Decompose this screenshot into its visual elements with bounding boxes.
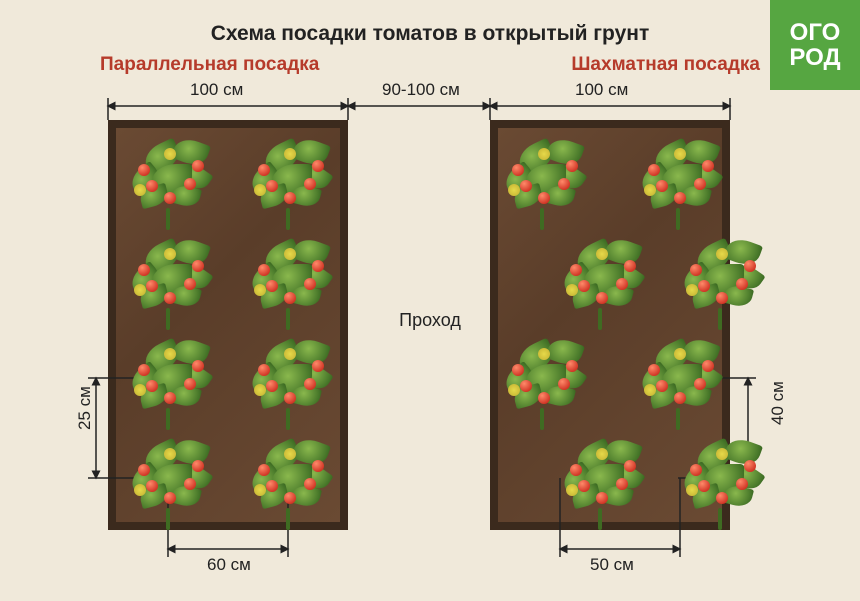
tomato-plant bbox=[676, 434, 764, 522]
tomato-plant bbox=[244, 234, 332, 322]
tomato-plant bbox=[124, 434, 212, 522]
tomato-plant bbox=[244, 334, 332, 422]
tomato-plant bbox=[124, 334, 212, 422]
tomato-plant bbox=[556, 434, 644, 522]
tomato-plant bbox=[634, 334, 722, 422]
tomato-plant bbox=[676, 234, 764, 322]
tomato-plant bbox=[124, 234, 212, 322]
tomato-plant bbox=[634, 134, 722, 222]
tomato-plant bbox=[556, 234, 644, 322]
tomato-plant bbox=[244, 134, 332, 222]
tomato-plant bbox=[498, 134, 586, 222]
tomato-plant bbox=[244, 434, 332, 522]
tomato-plant bbox=[124, 134, 212, 222]
tomato-plant bbox=[498, 334, 586, 422]
